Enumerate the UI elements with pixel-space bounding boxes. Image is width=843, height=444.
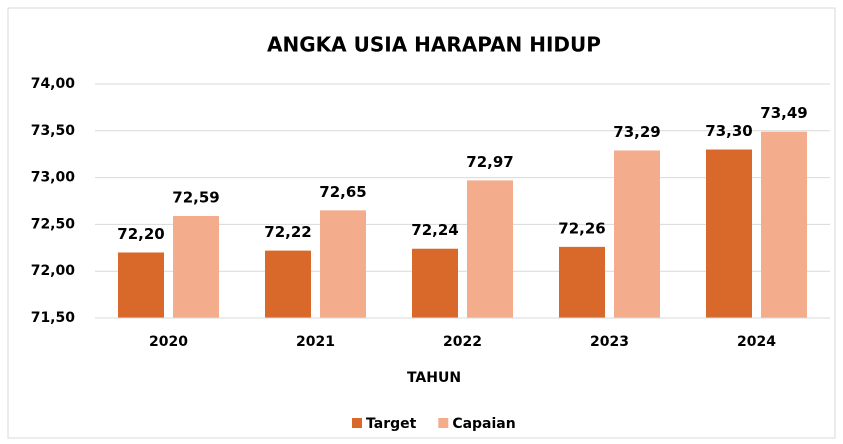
y-tick-label: 72,50 [31,216,76,232]
chart-title: ANGKA USIA HARAPAN HIDUP [267,33,601,57]
value-label: 72,20 [117,225,164,243]
bar [265,250,311,318]
bar [614,150,660,318]
value-label: 72,26 [558,219,605,237]
bar [118,252,164,318]
value-label: 72,24 [411,221,458,239]
x-tick-label: 2021 [296,334,335,350]
x-tick-label: 2023 [590,334,629,350]
value-label: 72,65 [319,183,366,201]
value-label: 72,22 [264,223,311,241]
value-label: 72,97 [466,153,513,171]
x-tick-label: 2022 [443,334,482,350]
value-label: 73,49 [760,104,807,122]
legend-swatch [438,418,449,428]
value-label: 73,30 [705,122,752,140]
y-tick-label: 72,00 [31,263,76,279]
x-tick-label: 2024 [737,334,776,350]
bar [412,248,458,318]
bar [320,210,366,318]
y-tick-label: 73,50 [31,123,76,139]
value-label: 73,29 [613,123,660,141]
legend-label: Capaian [452,416,515,432]
y-tick-label: 71,50 [31,310,76,326]
value-label: 72,59 [172,188,219,206]
bar [761,131,807,318]
y-tick-label: 73,00 [31,170,76,186]
bar [559,246,605,318]
x-axis-title: TAHUN [407,370,461,386]
x-tick-label: 2020 [149,334,188,350]
legend-swatch [352,418,362,428]
bar [467,180,513,318]
bar [706,149,752,318]
bar [173,215,219,318]
y-tick-label: 74,00 [31,76,76,92]
chart-border [7,7,836,439]
legend-label: Target [366,416,417,432]
